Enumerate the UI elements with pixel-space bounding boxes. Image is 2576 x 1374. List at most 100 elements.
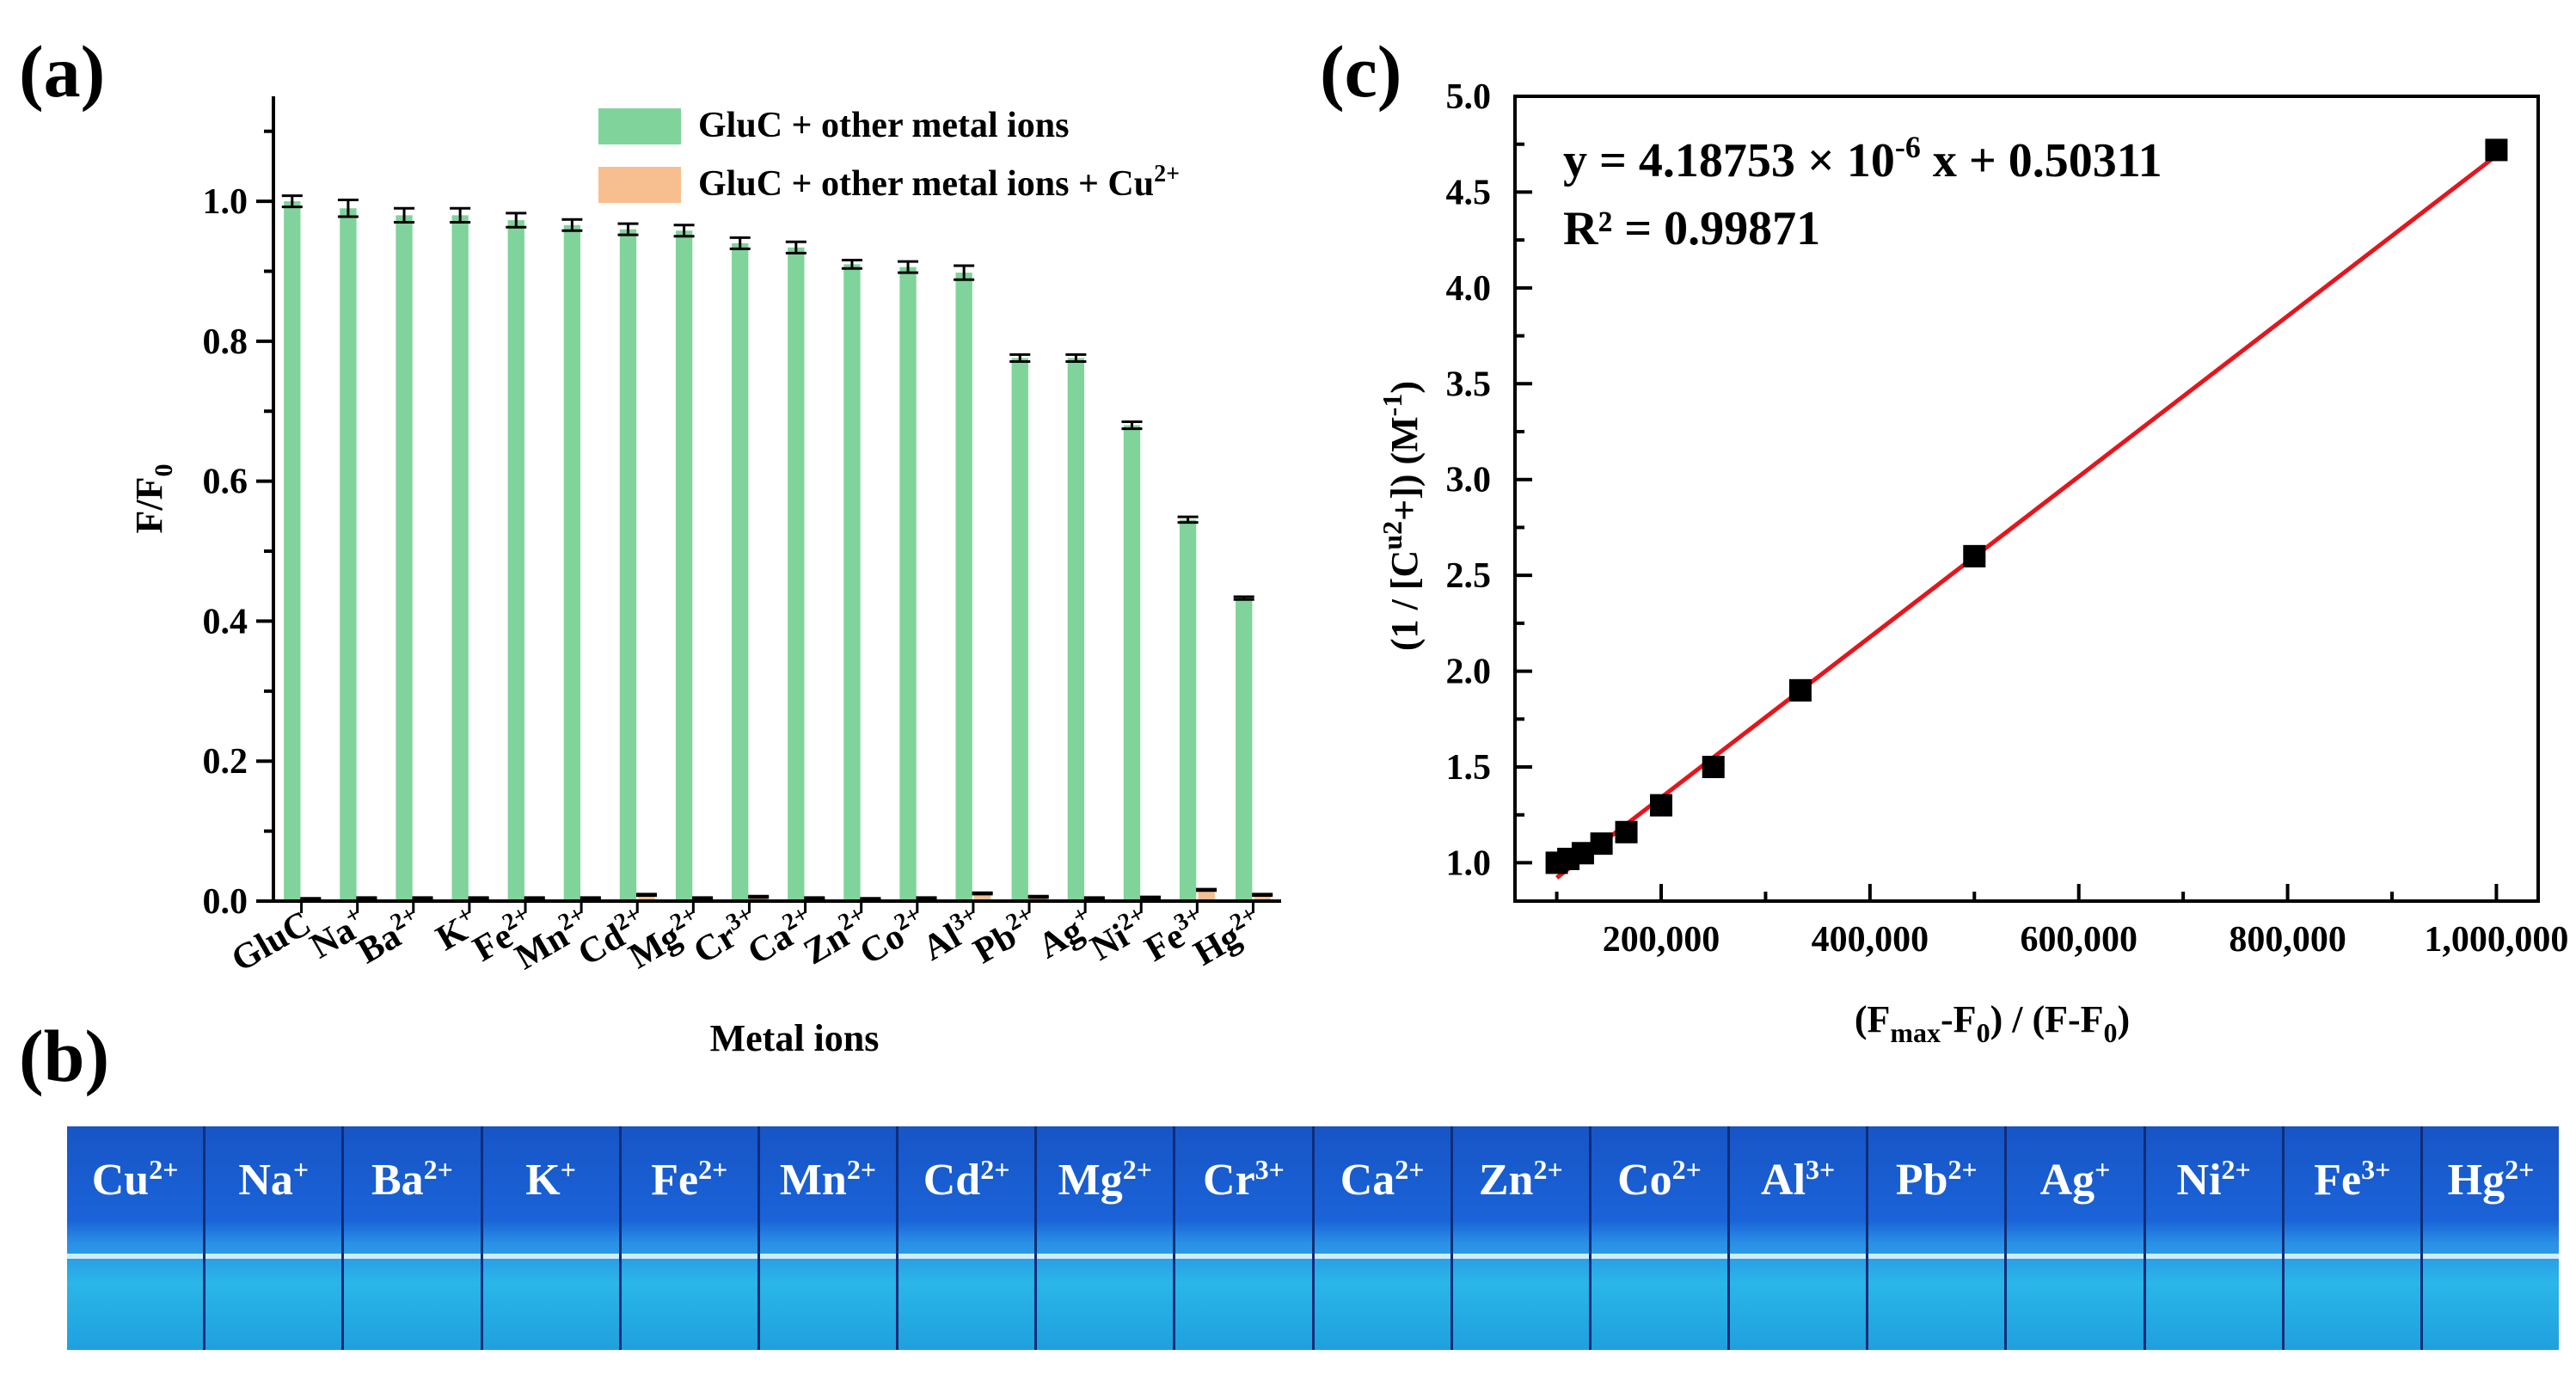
vial-meniscus <box>205 1254 342 1259</box>
vial-16: Fe3+ <box>2284 1126 2423 1350</box>
vial-9: Ca2+ <box>1314 1126 1453 1350</box>
vial-label: Ca2+ <box>1340 1154 1425 1205</box>
vial-0: Cu2+ <box>67 1126 206 1350</box>
vial-meniscus <box>1868 1254 2005 1259</box>
vial-meniscus <box>2422 1254 2559 1259</box>
vial-meniscus <box>1314 1254 1451 1259</box>
vial-5: Mn2+ <box>759 1126 899 1350</box>
bar-orange-16 <box>1198 889 1215 901</box>
legend-label: GluC + other metal ions <box>698 106 1069 145</box>
vial-label: Co2+ <box>1617 1154 1702 1205</box>
legend: GluC + other metal ions GluC + other meta… <box>598 106 1180 204</box>
bar-orange-17 <box>1254 894 1271 901</box>
x-axis-title: Metal ions <box>710 1017 880 1059</box>
bar-green-8 <box>732 242 749 901</box>
vial-11: Co2+ <box>1591 1126 1731 1350</box>
x-tick-label: 800,000 <box>2229 920 2346 960</box>
data-point-2 <box>1571 842 1594 865</box>
vial-meniscus <box>482 1254 619 1259</box>
legend-swatch-green <box>598 108 681 144</box>
y-tick-label: 0.4 <box>203 602 248 641</box>
x-tick-label: 1,000,000 <box>2424 920 2568 960</box>
y-tick-label: 3.0 <box>1446 461 1492 500</box>
vial-meniscus <box>621 1254 757 1259</box>
fit-line <box>1555 153 2498 880</box>
bar-green-10 <box>843 264 861 902</box>
bar-green-12 <box>955 273 972 901</box>
vial-label: Cu2+ <box>91 1154 179 1205</box>
vial-label: Cd2+ <box>923 1154 1010 1205</box>
vial-meniscus <box>2007 1254 2144 1259</box>
vial-label: Mn2+ <box>779 1154 877 1205</box>
y-tick-label: 0.2 <box>203 742 248 782</box>
vial-label: Mg2+ <box>1058 1154 1152 1205</box>
bar-green-3 <box>451 215 469 901</box>
axes: Metal ions F/F0 <box>128 96 1281 1059</box>
y-tick-label: 1.0 <box>1446 843 1492 883</box>
vial-label: K+ <box>525 1154 576 1205</box>
data-point-8 <box>1963 544 1986 567</box>
vial-label: Ni2+ <box>2176 1154 2251 1205</box>
vial-8: Cr3+ <box>1175 1126 1315 1350</box>
vial-label: Zn2+ <box>1478 1154 1563 1205</box>
bar-green-1 <box>340 208 357 902</box>
vial-2: Ba2+ <box>344 1126 483 1350</box>
panel-label-b: (b) <box>19 1015 110 1097</box>
y-tick-label: 4.0 <box>1446 269 1492 309</box>
vial-label: Al3+ <box>1761 1154 1836 1205</box>
vial-10: Zn2+ <box>1452 1126 1592 1350</box>
data-point-3 <box>1590 832 1613 856</box>
vial-meniscus <box>899 1254 1035 1259</box>
vial-meniscus <box>67 1254 204 1259</box>
y-axis-title: (1 / [Cu2+]) (M-1) <box>1377 381 1426 651</box>
vial-meniscus <box>1175 1254 1312 1259</box>
vial-17: Hg2+ <box>2422 1126 2559 1350</box>
bar-green-4 <box>507 220 524 901</box>
vial-meniscus <box>759 1254 897 1259</box>
bar-orange-13 <box>1030 897 1047 901</box>
y-axis-title: F/F0 <box>128 464 178 534</box>
y-tick-label: 0.0 <box>203 882 248 922</box>
vial-meniscus <box>1037 1254 1174 1259</box>
vial-14: Ag+ <box>2007 1126 2146 1350</box>
r-squared: R² = 0.99871 <box>1563 202 1820 255</box>
bar-green-13 <box>1011 358 1028 902</box>
vial-12: Al3+ <box>1730 1126 1869 1350</box>
bar-green-6 <box>619 229 637 902</box>
vial-3: K+ <box>482 1126 622 1350</box>
data-point-9 <box>2485 138 2508 162</box>
x-tick-label: 600,000 <box>2020 920 2137 960</box>
vial-meniscus <box>1452 1254 1589 1259</box>
vial-meniscus <box>1591 1254 1728 1259</box>
x-axis-title: (Fmax-F0) / (F-F0) <box>1855 998 2130 1048</box>
y-tick-label: 1.0 <box>203 182 248 222</box>
bar-green-0 <box>284 201 301 901</box>
bar-group <box>281 194 1273 902</box>
vial-4: Fe2+ <box>621 1126 760 1350</box>
scatter-chart-calibration: 200,000 400,000 600,000 800,000 1,000,000 1.0… <box>1377 77 2568 1048</box>
bar-green-5 <box>563 224 581 901</box>
bar-green-16 <box>1179 519 1197 901</box>
data-point-6 <box>1702 756 1725 778</box>
panel-label-c: (c) <box>1320 30 1402 113</box>
vial-13: Pb2+ <box>1868 1126 2008 1350</box>
vial-label: Hg2+ <box>2447 1154 2535 1205</box>
vial-meniscus <box>344 1254 481 1259</box>
data-point-4 <box>1615 820 1638 843</box>
vial-label: Fe2+ <box>651 1154 728 1205</box>
vial-label: Na+ <box>238 1154 310 1205</box>
bar-green-2 <box>396 215 413 901</box>
bar-green-9 <box>788 247 805 902</box>
vial-15: Ni2+ <box>2145 1126 2285 1350</box>
y-tick-label: 4.5 <box>1446 173 1492 212</box>
vial-meniscus <box>2284 1254 2420 1259</box>
x-tick-label: 400,000 <box>1812 920 1929 960</box>
bar-green-17 <box>1236 598 1253 901</box>
bar-green-7 <box>675 230 693 901</box>
bar-orange-12 <box>973 893 991 901</box>
y-tick-label: 0.6 <box>203 463 248 502</box>
x-tick-label: 200,000 <box>1603 920 1720 960</box>
vial-label: Ag+ <box>2039 1154 2111 1205</box>
y-tick-label: 2.0 <box>1446 653 1492 692</box>
